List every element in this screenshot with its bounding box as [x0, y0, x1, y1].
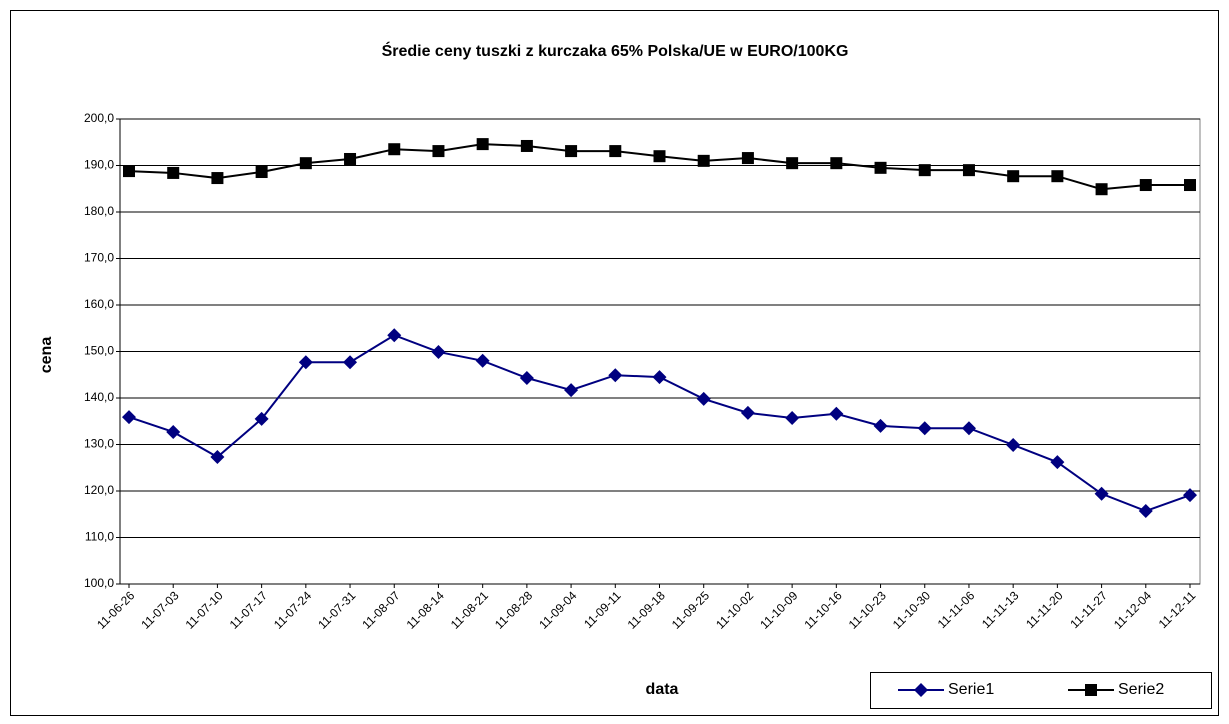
y-tick-label: 180,0 [84, 204, 114, 218]
y-tick-label: 160,0 [84, 297, 114, 311]
data-point [785, 410, 800, 425]
data-point [167, 166, 180, 179]
data-point [918, 164, 931, 177]
data-point [873, 418, 888, 433]
data-point [431, 344, 446, 359]
legend-marker [914, 683, 928, 697]
legend-marker [1085, 684, 1097, 696]
data-point [608, 368, 623, 383]
data-point [1094, 486, 1109, 501]
data-point [166, 424, 181, 439]
data-point [1138, 503, 1153, 518]
x-axis-label: data [646, 681, 679, 698]
y-tick-label: 170,0 [84, 251, 114, 265]
y-tick-label: 100,0 [84, 576, 114, 590]
y-tick-label: 200,0 [84, 111, 114, 125]
data-point [344, 152, 357, 165]
data-point [565, 145, 578, 158]
data-point [1183, 488, 1197, 503]
data-point [830, 157, 843, 170]
data-point [652, 370, 667, 385]
data-point [609, 145, 622, 158]
data-point [519, 371, 534, 386]
data-point [343, 355, 358, 370]
data-point [741, 152, 754, 165]
data-point [740, 405, 755, 420]
data-point [1007, 170, 1020, 183]
data-point [210, 450, 225, 465]
y-tick-label: 120,0 [84, 483, 114, 497]
chart-title: Średie ceny tuszki z kurczaka 65% Polska… [382, 41, 849, 60]
data-point [1051, 170, 1064, 183]
data-point [255, 166, 268, 179]
data-point [961, 421, 976, 436]
data-point [786, 157, 799, 170]
y-tick-label: 150,0 [84, 344, 114, 358]
y-tick-label: 190,0 [84, 158, 114, 172]
data-point [123, 165, 135, 178]
data-point [829, 406, 844, 421]
data-point [653, 150, 666, 163]
data-point [298, 355, 313, 370]
data-point [122, 410, 136, 425]
data-point [520, 139, 533, 152]
y-tick-label: 140,0 [84, 390, 114, 404]
data-point [432, 145, 445, 158]
data-point [564, 383, 579, 398]
data-point [1095, 183, 1108, 196]
data-point [1050, 455, 1065, 470]
legend-label: Serie2 [1118, 681, 1164, 698]
y-axis-label: cena [38, 337, 55, 374]
data-point [1184, 179, 1196, 192]
data-point [476, 138, 489, 151]
legend-label: Serie1 [948, 681, 994, 698]
legend-box [870, 672, 1212, 709]
data-point [1006, 437, 1021, 452]
data-point [696, 391, 711, 406]
y-tick-label: 130,0 [84, 437, 114, 451]
data-point [299, 157, 312, 170]
data-point [917, 421, 932, 436]
data-point [1139, 179, 1152, 192]
data-point [211, 172, 224, 185]
data-point [962, 164, 975, 177]
data-point [475, 353, 490, 368]
y-tick-label: 110,0 [85, 530, 114, 544]
data-point [387, 328, 402, 343]
data-point [388, 143, 401, 156]
data-point [874, 161, 887, 174]
data-point [697, 154, 710, 167]
data-point [254, 411, 269, 426]
